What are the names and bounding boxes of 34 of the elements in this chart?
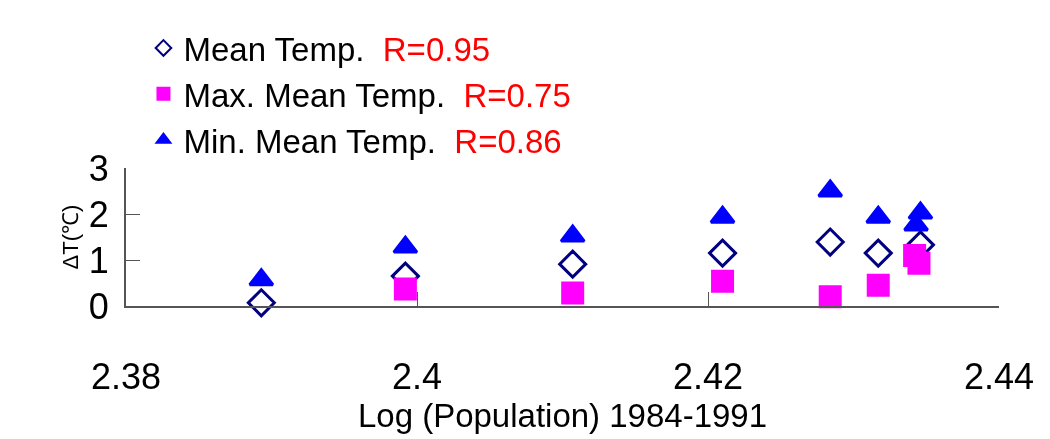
y-tick-label: 2 (88, 193, 109, 235)
point (708, 238, 738, 268)
point (246, 288, 276, 318)
point (558, 249, 588, 279)
point (815, 227, 845, 257)
point (818, 285, 842, 309)
y-tick-label: 1 (88, 239, 109, 281)
y-tick-label: 3 (88, 147, 109, 189)
point (711, 269, 735, 293)
text: R=0.86 (454, 122, 562, 160)
legend-label: Min. Mean Temp. (183, 122, 436, 160)
y-axis-title: ΔT(℃) (58, 204, 84, 270)
text: R=0.75 (463, 76, 571, 114)
point (248, 268, 275, 287)
x-tick-label: 2.38 (90, 356, 162, 398)
text: R=0.95 (382, 30, 491, 68)
legend-label: Max. Mean Temp. (183, 76, 446, 114)
point (393, 277, 417, 301)
point (561, 281, 585, 305)
x-tick-label: 2.42 (672, 356, 744, 398)
point (709, 205, 736, 224)
x-axis-title: Log (Population) 1984-1991 (357, 397, 768, 435)
y-tick-label: 0 (88, 285, 109, 327)
point (863, 238, 893, 268)
point (817, 179, 844, 198)
x-tick-label: 2.44 (963, 356, 1035, 398)
point (866, 273, 890, 297)
point (392, 235, 419, 254)
x-tick-label: 2.4 (391, 356, 443, 398)
legend-label: Mean Temp. (183, 30, 365, 68)
point (865, 205, 892, 224)
point (907, 201, 934, 220)
point (907, 251, 931, 275)
point (559, 224, 586, 243)
